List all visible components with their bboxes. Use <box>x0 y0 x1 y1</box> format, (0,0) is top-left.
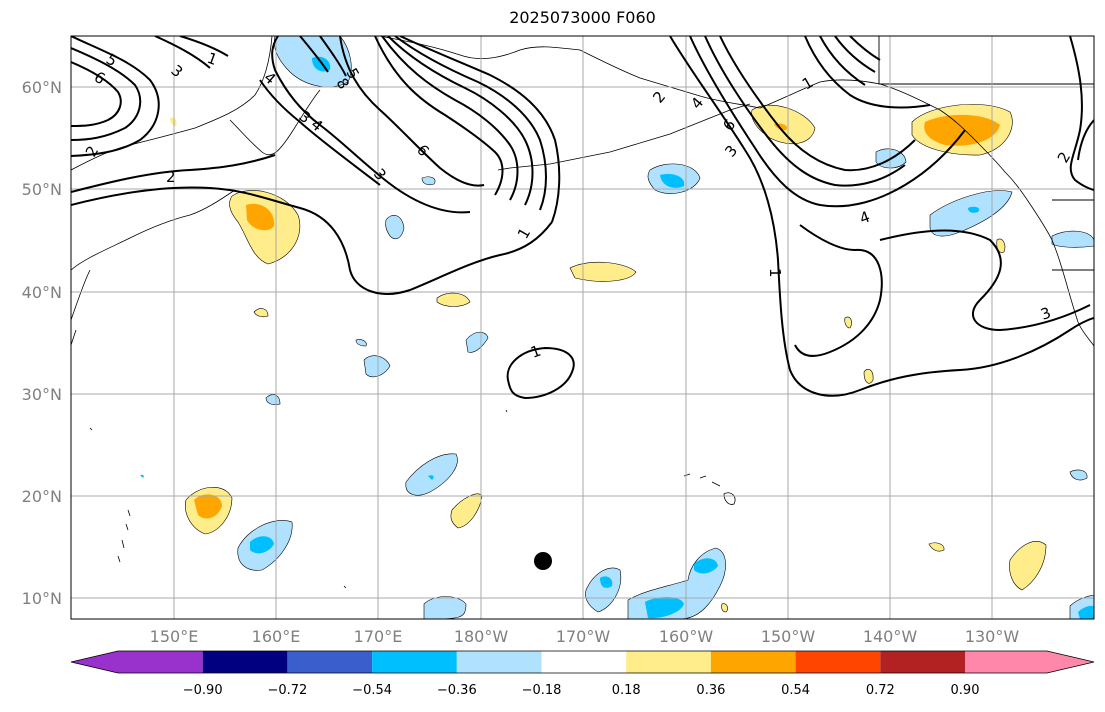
lon-label-170e: 170°E <box>354 627 403 646</box>
colorbar-tick: −0.90 <box>183 683 223 698</box>
location-marker <box>534 552 552 570</box>
lon-label-150e: 150°E <box>150 627 199 646</box>
contour-label: 2 <box>166 168 176 186</box>
positive-anomaly-fills <box>170 103 1047 613</box>
colorbar-segment <box>118 651 203 673</box>
latitude-labels: 60°N 50°N 40°N 30°N 20°N 10°N <box>22 78 62 608</box>
colorbar-tick: −0.18 <box>522 683 562 698</box>
gridlines <box>71 36 1094 619</box>
colorbar-tick: 0.54 <box>781 683 810 698</box>
lon-label-140w: 140°W <box>863 627 918 646</box>
colorbar-segment <box>795 651 881 673</box>
lat-label-10n: 10°N <box>22 589 62 608</box>
colorbar-tick: 0.72 <box>866 683 895 698</box>
colorbar-tick: −0.36 <box>437 683 477 698</box>
colorbar-segment <box>710 651 796 673</box>
map-panel: 5 6 3 1 4 3 5 8 2 4 6 3 2 1 1 1 2 4 6 3 <box>70 35 1095 620</box>
lat-label-60n: 60°N <box>22 78 62 97</box>
lat-label-20n: 20°N <box>22 487 62 506</box>
colorbar-labels: −0.90 −0.72 −0.54 −0.36 −0.18 0.18 0.36 … <box>183 683 980 698</box>
colorbar-segment <box>71 651 118 673</box>
colorbar-tick: 0.90 <box>951 683 980 698</box>
colorbar-tick: −0.72 <box>267 683 307 698</box>
lon-label-130w: 130°W <box>965 627 1020 646</box>
colorbar-segment <box>456 651 542 673</box>
colorbar-segment <box>965 651 1047 673</box>
colorbar-segment <box>1047 651 1094 673</box>
colorbar-segment <box>372 651 457 673</box>
colorbar-tick: 0.36 <box>696 683 725 698</box>
lon-label-180w: 180°W <box>454 627 509 646</box>
colorbar-tick: −0.54 <box>352 683 392 698</box>
map-title: 2025073000 F060 <box>509 8 656 27</box>
lon-label-170w: 170°W <box>556 627 611 646</box>
colorbar-segment <box>287 651 373 673</box>
lon-label-150w: 150°W <box>761 627 816 646</box>
colorbar-segment <box>541 651 627 673</box>
lon-label-160w: 160°W <box>659 627 714 646</box>
longitude-labels: 150°E 160°E 170°E 180°W 170°W 160°W 150°… <box>150 627 1020 646</box>
contour-lines <box>71 36 1094 400</box>
colorbar <box>70 650 1095 674</box>
colorbar-segment <box>202 651 288 673</box>
colorbar-segment <box>880 651 965 673</box>
boundaries <box>878 36 1094 271</box>
colorbar-tick: 0.18 <box>612 683 641 698</box>
lon-label-160e: 160°E <box>252 627 301 646</box>
lat-label-30n: 30°N <box>22 385 62 404</box>
colorbar-segment <box>626 651 711 673</box>
lat-label-50n: 50°N <box>22 180 62 199</box>
lat-label-40n: 40°N <box>22 283 62 302</box>
contour-label: 1 <box>766 268 784 278</box>
